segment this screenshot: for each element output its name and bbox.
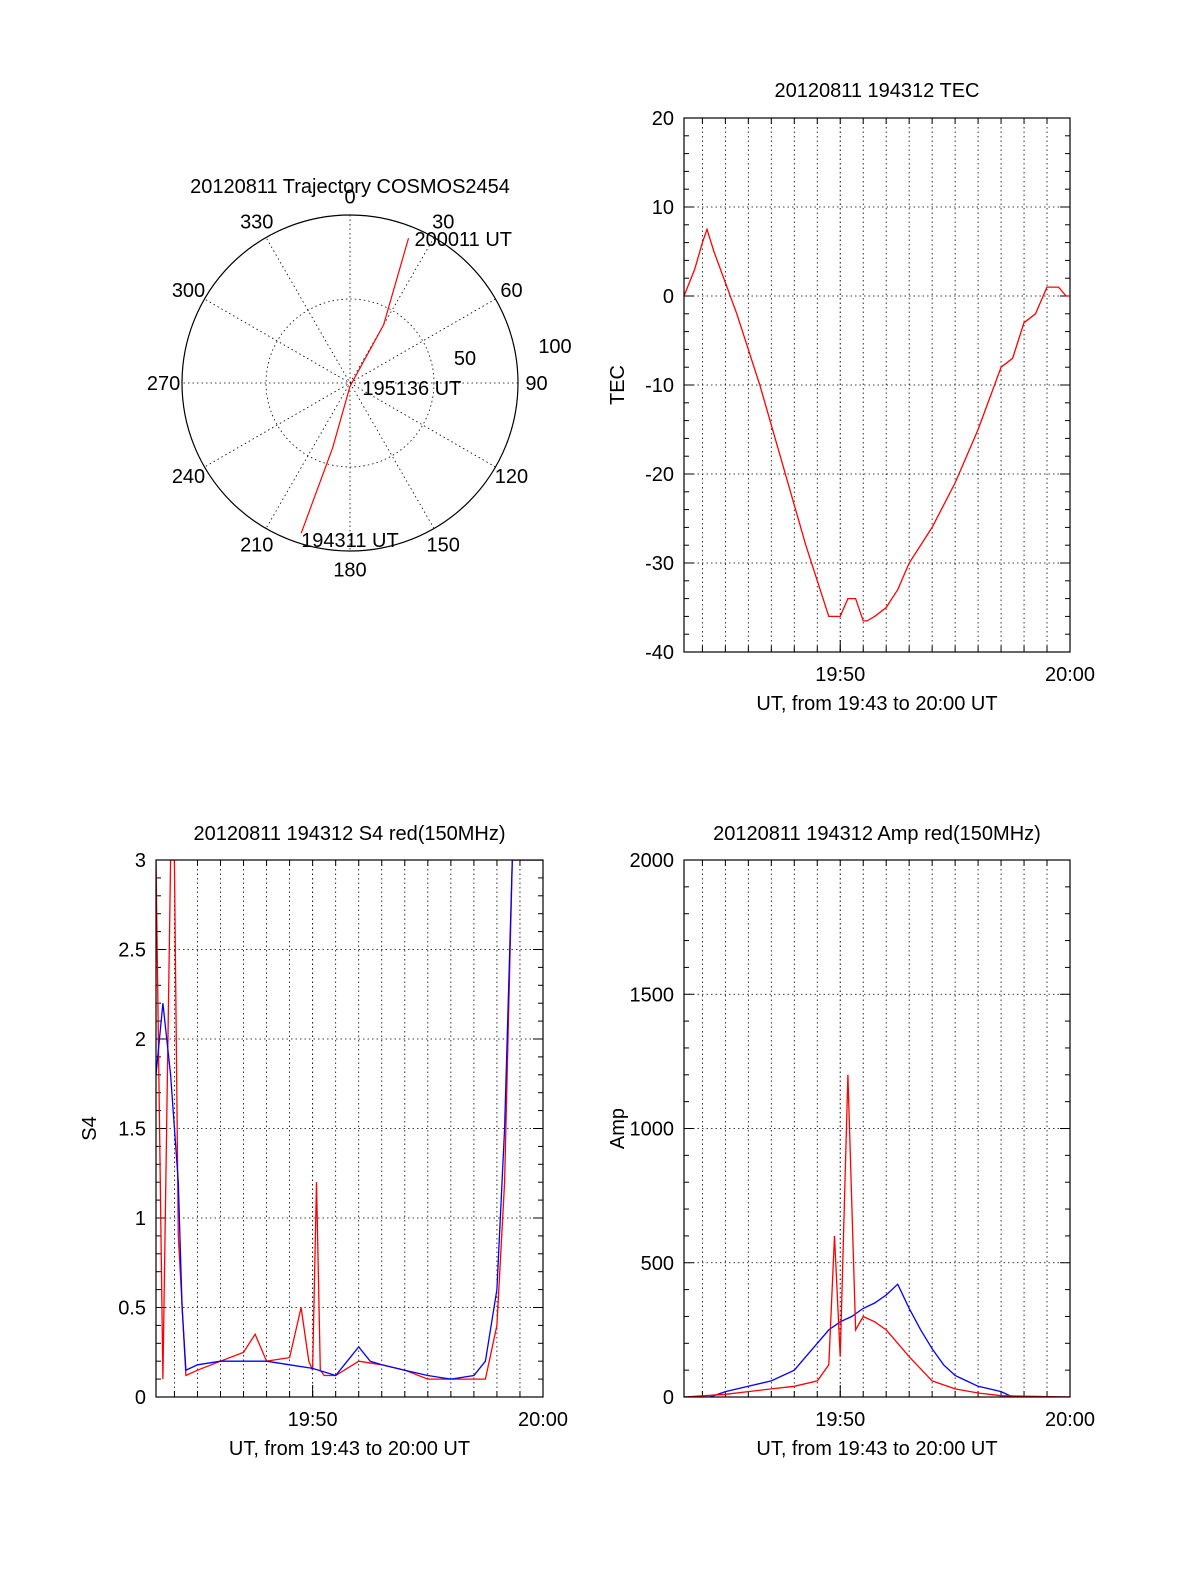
y-tick-label: 0 — [135, 1387, 146, 1409]
y-tick-label: 1000 — [630, 1119, 675, 1141]
x-tick-label: 19:50 — [288, 1409, 338, 1431]
x-tick-label: 19:50 — [815, 1409, 865, 1431]
annotation-end-time: 200011 UT — [415, 229, 512, 251]
x-axis-label: UT, from 19:43 to 20:00 UT — [756, 1438, 997, 1460]
series-line-0 — [684, 1283, 1070, 1397]
y-tick-label: 0 — [663, 1387, 674, 1409]
polar-spokes — [182, 215, 518, 551]
y-tick-label: -30 — [645, 553, 674, 575]
polar-azimuth-label: 0 — [344, 187, 355, 209]
polar-azimuth-label: 30 — [432, 212, 454, 234]
x-tick-label: 20:00 — [1045, 1409, 1095, 1431]
trajectory-line — [300, 237, 410, 534]
y-tick-label: 0.5 — [118, 1298, 146, 1320]
x-axis-label: UT, from 19:43 to 20:00 UT — [756, 693, 997, 715]
chart-title: 20120811 194312 S4 red(150MHz) — [193, 823, 505, 845]
polar-spoke — [265, 237, 435, 529]
polar-azimuth-label: 150 — [427, 534, 460, 556]
series-line-0 — [156, 860, 543, 1380]
y-tick-label: 1 — [135, 1208, 146, 1230]
polar-azimuth-label: 330 — [240, 212, 273, 234]
annotation-mid-time: 195136 UT — [362, 378, 461, 400]
x-tick-label: 20:00 — [1045, 664, 1095, 686]
y-tick-label: 10 — [652, 197, 674, 219]
y-tick-label: 1.5 — [118, 1119, 146, 1141]
y-axis-label: TEC — [607, 365, 629, 405]
polar-azimuth-label: 270 — [147, 373, 180, 395]
polar-azimuth-label: 60 — [500, 280, 522, 302]
polar-chart-title: 20120811 Trajectory COSMOS2454 — [190, 176, 510, 198]
y-tick-label: -40 — [645, 642, 674, 664]
amp-chart: 20120811 194312 Amp red(150MHz) 19:50 20:0… — [607, 823, 1095, 1460]
chart-title: 20120811 194312 Amp red(150MHz) — [713, 823, 1041, 845]
plot-frame — [683, 859, 1071, 1398]
y-tick-label: 2 — [135, 1029, 146, 1051]
polar-azimuth-label: 210 — [240, 534, 273, 556]
y-tick-label: 500 — [641, 1253, 674, 1275]
y-tick-label: -20 — [645, 464, 674, 486]
plot-frame — [683, 117, 1071, 653]
polar-azimuth-label: 90 — [525, 373, 547, 395]
polar-azimuth-label: 120 — [495, 466, 528, 488]
polar-radial-label-100: 100 — [538, 336, 571, 358]
x-axis-label: UT, from 19:43 to 20:00 UT — [229, 1438, 470, 1460]
y-tick-label: -10 — [645, 375, 674, 397]
y-tick-label: 1500 — [630, 984, 675, 1006]
x-tick-label: 20:00 — [518, 1409, 568, 1431]
series-line-0 — [684, 227, 1070, 622]
annotation-start-time: 194311 UT — [301, 530, 398, 552]
x-tick-label: 19:50 — [815, 664, 865, 686]
trajectory-polar-chart: 20120811 Trajectory COSMOS2454 0 30 60 90 12… — [147, 176, 572, 581]
y-tick-label: 0 — [663, 286, 674, 308]
s4-chart: 20120811 194312 S4 red(150MHz) 19:50 20:00… — [79, 823, 568, 1460]
y-axis-label: Amp — [607, 1108, 629, 1149]
y-tick-label: 20 — [652, 108, 674, 130]
polar-azimuth-label: 240 — [172, 466, 205, 488]
y-tick-label: 2000 — [630, 850, 675, 872]
tec-chart: 20120811 194312 TEC 19:50 20:00 20 10 0 -10 -20… — [607, 80, 1095, 715]
polar-azimuth-label: 180 — [333, 559, 366, 581]
polar-azimuth-label: 300 — [172, 280, 205, 302]
plot-frame — [155, 859, 544, 1398]
chart-title: 20120811 194312 TEC — [775, 80, 980, 102]
series-line-1 — [684, 1074, 1070, 1397]
y-tick-label: 3 — [135, 850, 146, 872]
y-tick-label: 2.5 — [118, 940, 146, 962]
series-line-1 — [156, 860, 543, 1380]
y-axis-label: S4 — [79, 1116, 101, 1140]
polar-azimuth-labels: 0 30 60 90 120 150 180 210 240 270 300 330 — [147, 187, 548, 582]
polar-radial-label-50: 50 — [454, 348, 476, 370]
